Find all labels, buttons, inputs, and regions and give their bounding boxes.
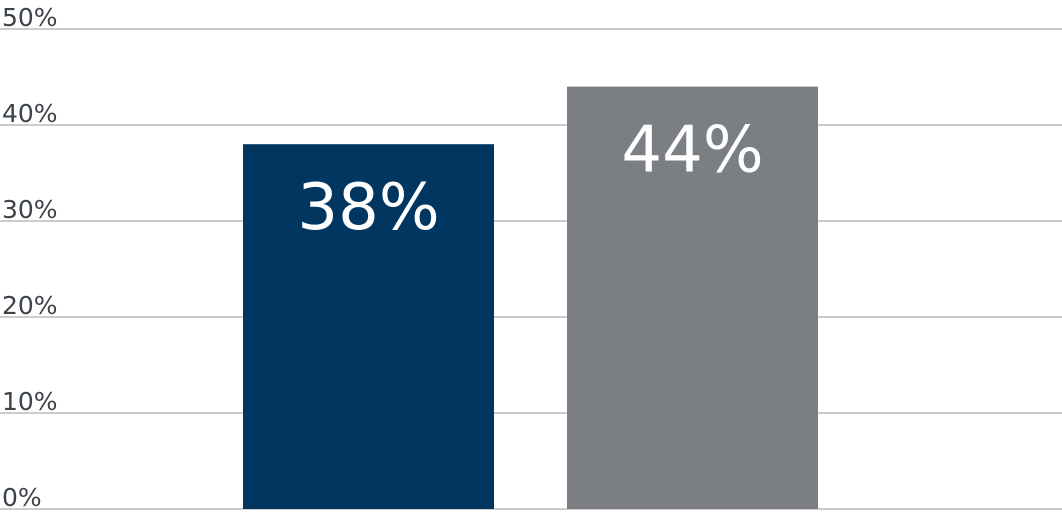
y-tick-label: 20% [2, 291, 58, 320]
bar [567, 86, 818, 509]
bar [243, 144, 494, 509]
y-tick-label: 10% [2, 387, 58, 416]
y-tick-label: 30% [2, 195, 58, 224]
value-label: 38% [297, 171, 439, 245]
y-tick-label: 40% [2, 99, 58, 128]
y-tick-label: 50% [2, 3, 58, 32]
y-tick-label: 0% [2, 483, 42, 512]
value-label: 44% [621, 114, 763, 188]
